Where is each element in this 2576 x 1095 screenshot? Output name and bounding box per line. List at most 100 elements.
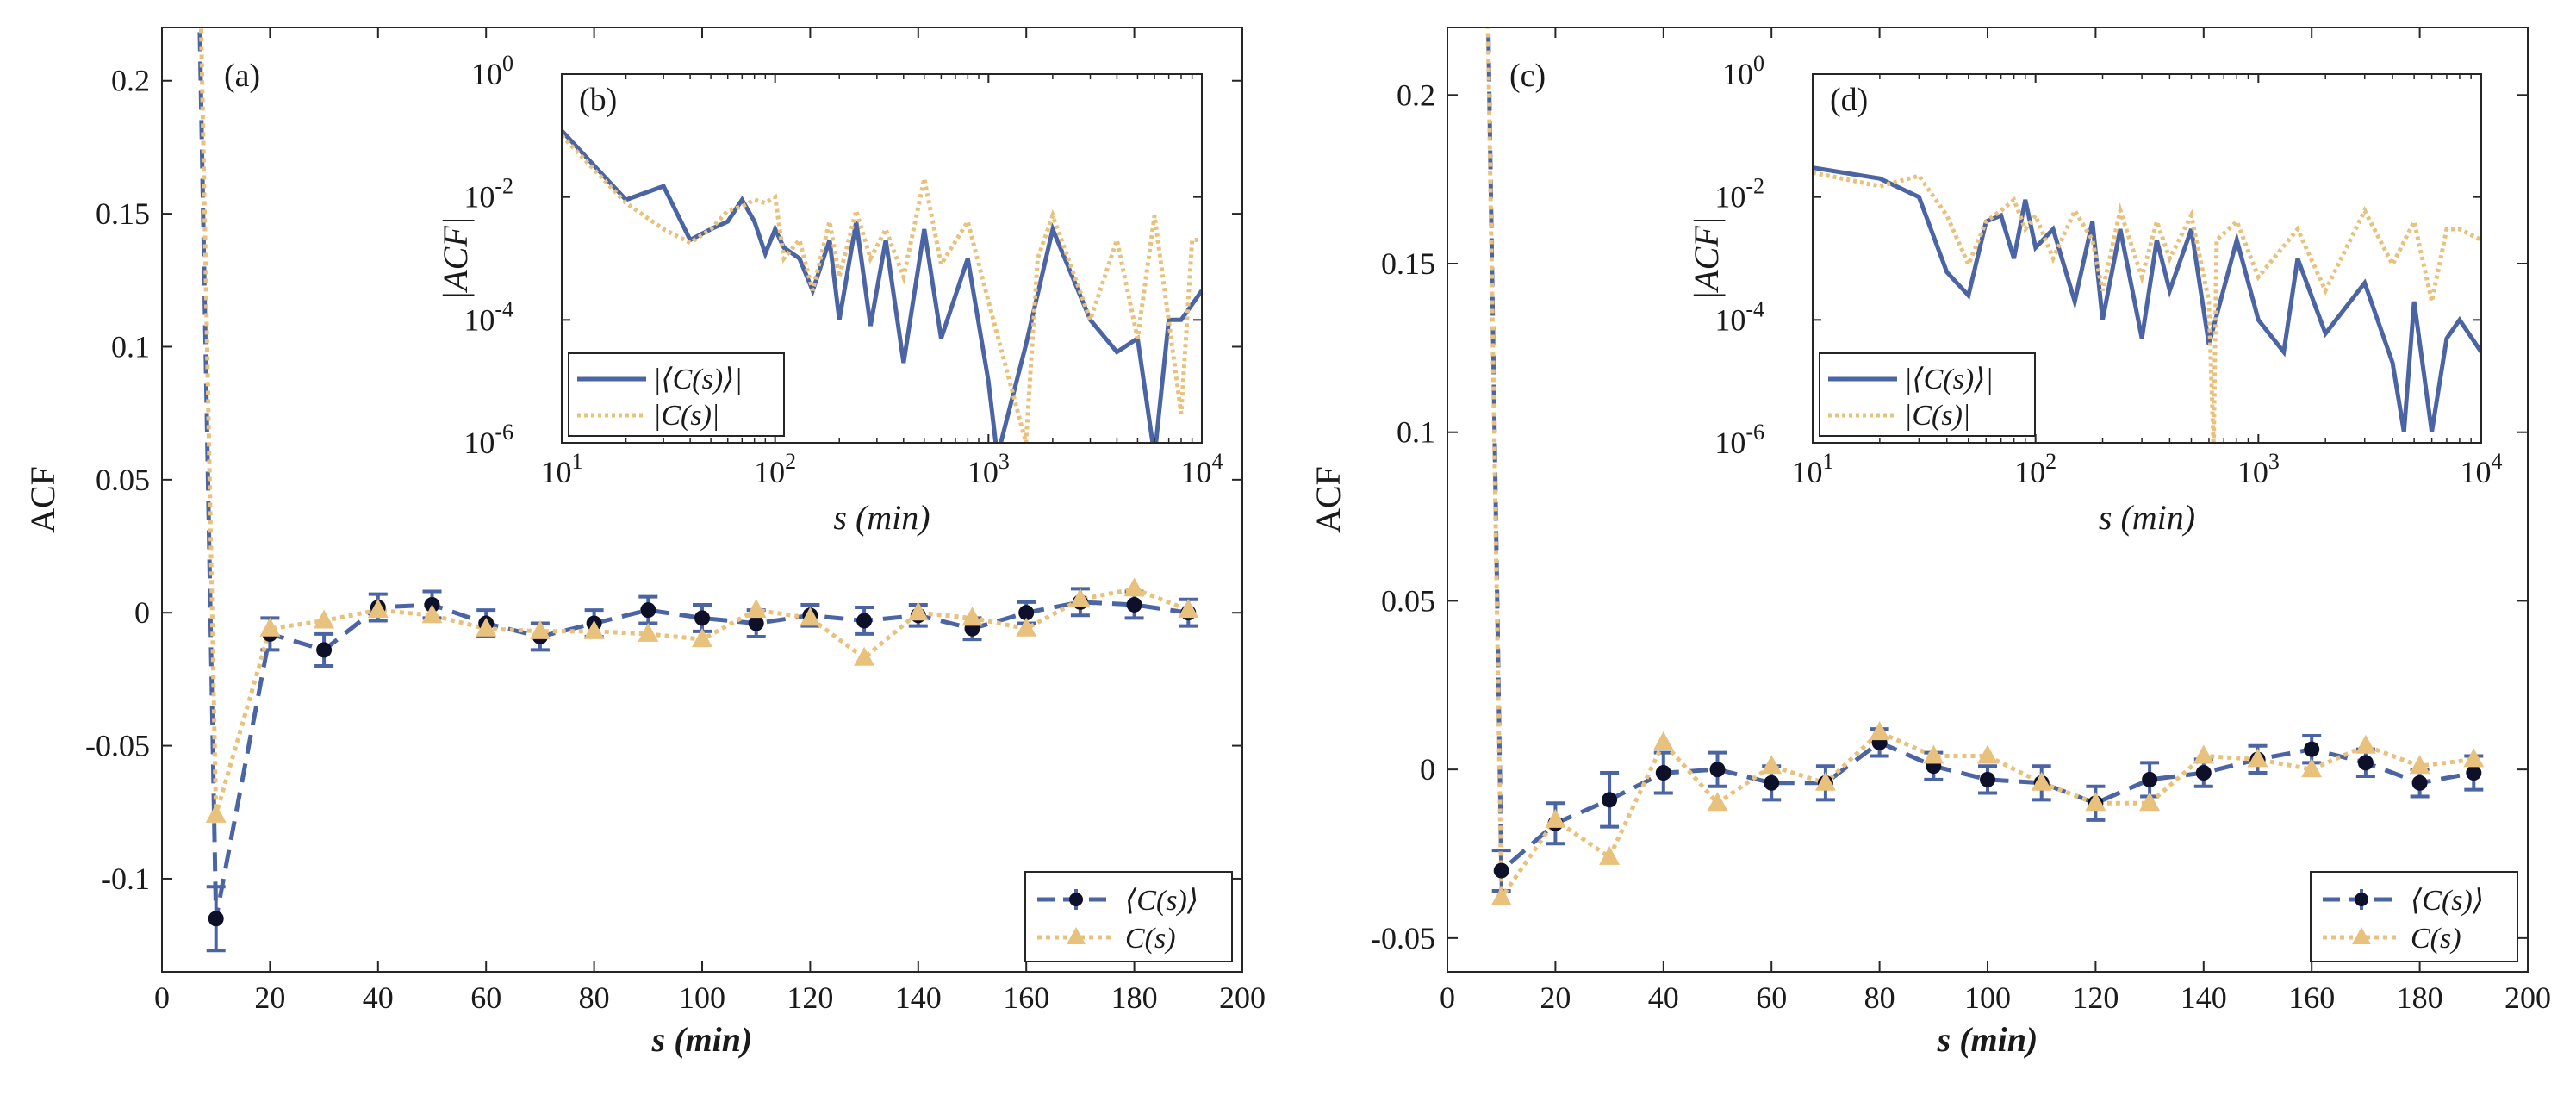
single-point: [2355, 734, 2376, 754]
y-axis-label: ACF: [1309, 466, 1347, 533]
legend-swatch-marker: [2355, 893, 2368, 906]
single-point: [529, 619, 551, 639]
x-tick-label: 60: [1756, 980, 1787, 1015]
mean-point: [2142, 771, 2158, 787]
x-tick-label: 40: [1648, 980, 1679, 1015]
y-tick-label: 0.1: [111, 329, 150, 364]
x-tick-label: 200: [2504, 980, 2551, 1015]
y-tick-label: 0.05: [96, 463, 150, 497]
inset-frame: [1812, 73, 2482, 444]
inset-legend-box: [1819, 352, 2036, 437]
inset-legend-box: [568, 352, 785, 437]
x-tick-label: 120: [787, 980, 833, 1015]
y-tick-label: 0.15: [1381, 246, 1435, 281]
single-point: [1977, 744, 1998, 764]
inset-y-tick-label: 10-4: [1714, 296, 1764, 337]
inset-y-tick-label: 10-6: [464, 420, 513, 460]
legend-label-single: C(s): [1125, 923, 1176, 955]
single-point: [2085, 792, 2106, 812]
main-legend: ⟨C(s)⟩ C(s): [2310, 871, 2518, 962]
series-line-mean: [1485, 28, 2474, 876]
x-tick-label: 0: [154, 980, 170, 1015]
single-point: [692, 628, 712, 648]
legend-box: [1024, 871, 1233, 962]
single-point: [2139, 792, 2161, 812]
mean-point: [208, 911, 224, 927]
x-tick-label: 80: [579, 980, 610, 1015]
inset-x-tick-label: 104: [2461, 449, 2503, 489]
series-line-single: [198, 28, 1190, 816]
single-point: [854, 646, 875, 666]
single-point: [314, 609, 335, 629]
single-point: [367, 599, 389, 619]
y-tick-label: -0.1: [101, 862, 150, 896]
inset-y-tick-label: 10-6: [1714, 420, 1764, 460]
mean-point: [1980, 771, 1995, 787]
single-point: [2247, 748, 2268, 768]
single-point: [1869, 721, 1890, 741]
inset-x-tick-label: 103: [2237, 449, 2280, 489]
inset-line-mean: [562, 128, 1202, 443]
single-point: [2463, 748, 2485, 768]
single-point: [1923, 744, 1944, 764]
legend-box: [2310, 871, 2518, 962]
y-tick-label: 0.2: [1397, 78, 1435, 112]
y-tick-label: 0: [1420, 752, 1435, 787]
inset-y-axis-label: |ACF|: [1687, 216, 1726, 301]
single-point: [259, 617, 281, 637]
y-tick-label: 0.1: [1397, 415, 1435, 450]
single-point: [421, 604, 443, 624]
x-tick-label: 160: [2288, 980, 2335, 1015]
mean-point: [2195, 765, 2212, 781]
y-tick-label: 0.2: [111, 64, 150, 98]
inset-x-tick-label: 102: [2014, 449, 2056, 489]
legend-swatch-triangle: [2352, 927, 2371, 944]
x-tick-label: 200: [1219, 980, 1266, 1015]
legend-label-mean: ⟨C(s)⟩: [2411, 885, 2484, 917]
single-point: [1814, 771, 1836, 791]
inset-panel-label: (d): [1830, 82, 1868, 118]
inset-legend-label-single: |C(s)|: [653, 400, 719, 432]
series-group: [197, 28, 1199, 953]
mean-point: [1602, 792, 1618, 808]
inset-x-tick-label: 101: [1792, 449, 1834, 489]
y-tick-label: -0.05: [1371, 921, 1435, 955]
inset-y-tick-label: 10-2: [1714, 174, 1764, 215]
series-line-mean: [197, 28, 1189, 919]
single-point: [638, 622, 659, 642]
single-point: [745, 599, 767, 619]
y-tick-label: 0.05: [1381, 583, 1435, 618]
series-group: [1485, 28, 2485, 905]
single-point: [1599, 845, 1621, 865]
mean-point: [1655, 765, 1671, 781]
x-tick-label: 20: [1540, 980, 1571, 1015]
inset-x-tick-label: 104: [1181, 449, 1223, 489]
single-point: [1707, 792, 1728, 812]
x-tick-label: 0: [1440, 980, 1455, 1015]
y-tick-label: -0.05: [85, 729, 150, 763]
legend-label-single: C(s): [2411, 923, 2461, 955]
single-point: [2193, 744, 2214, 764]
single-point: [1016, 617, 1037, 637]
inset-line-single: [562, 134, 1202, 443]
inset-legend-label-single: |C(s)|: [1904, 400, 1970, 432]
single-point: [907, 601, 929, 621]
legend-swatch-triangle: [1067, 927, 1086, 944]
single-point: [583, 619, 605, 639]
x-tick-label: 20: [254, 980, 285, 1015]
inset-series-group: [1813, 165, 2481, 443]
single-point: [1490, 886, 1512, 905]
x-axis-label: s (min): [651, 1020, 753, 1059]
mean-point: [316, 642, 333, 658]
inset-legend: |⟨C(s)⟩| |C(s)|: [1819, 352, 2036, 437]
series-line-single: [1485, 28, 2474, 905]
x-tick-label: 100: [1964, 980, 2011, 1015]
single-point: [1545, 808, 1566, 828]
y-axis-label: ACF: [23, 466, 62, 533]
inset-frame: [561, 73, 1203, 444]
mean-point: [1709, 762, 1726, 778]
single-point: [961, 607, 983, 626]
inset-legend-label-mean: |⟨C(s)⟩|: [1904, 364, 1994, 395]
